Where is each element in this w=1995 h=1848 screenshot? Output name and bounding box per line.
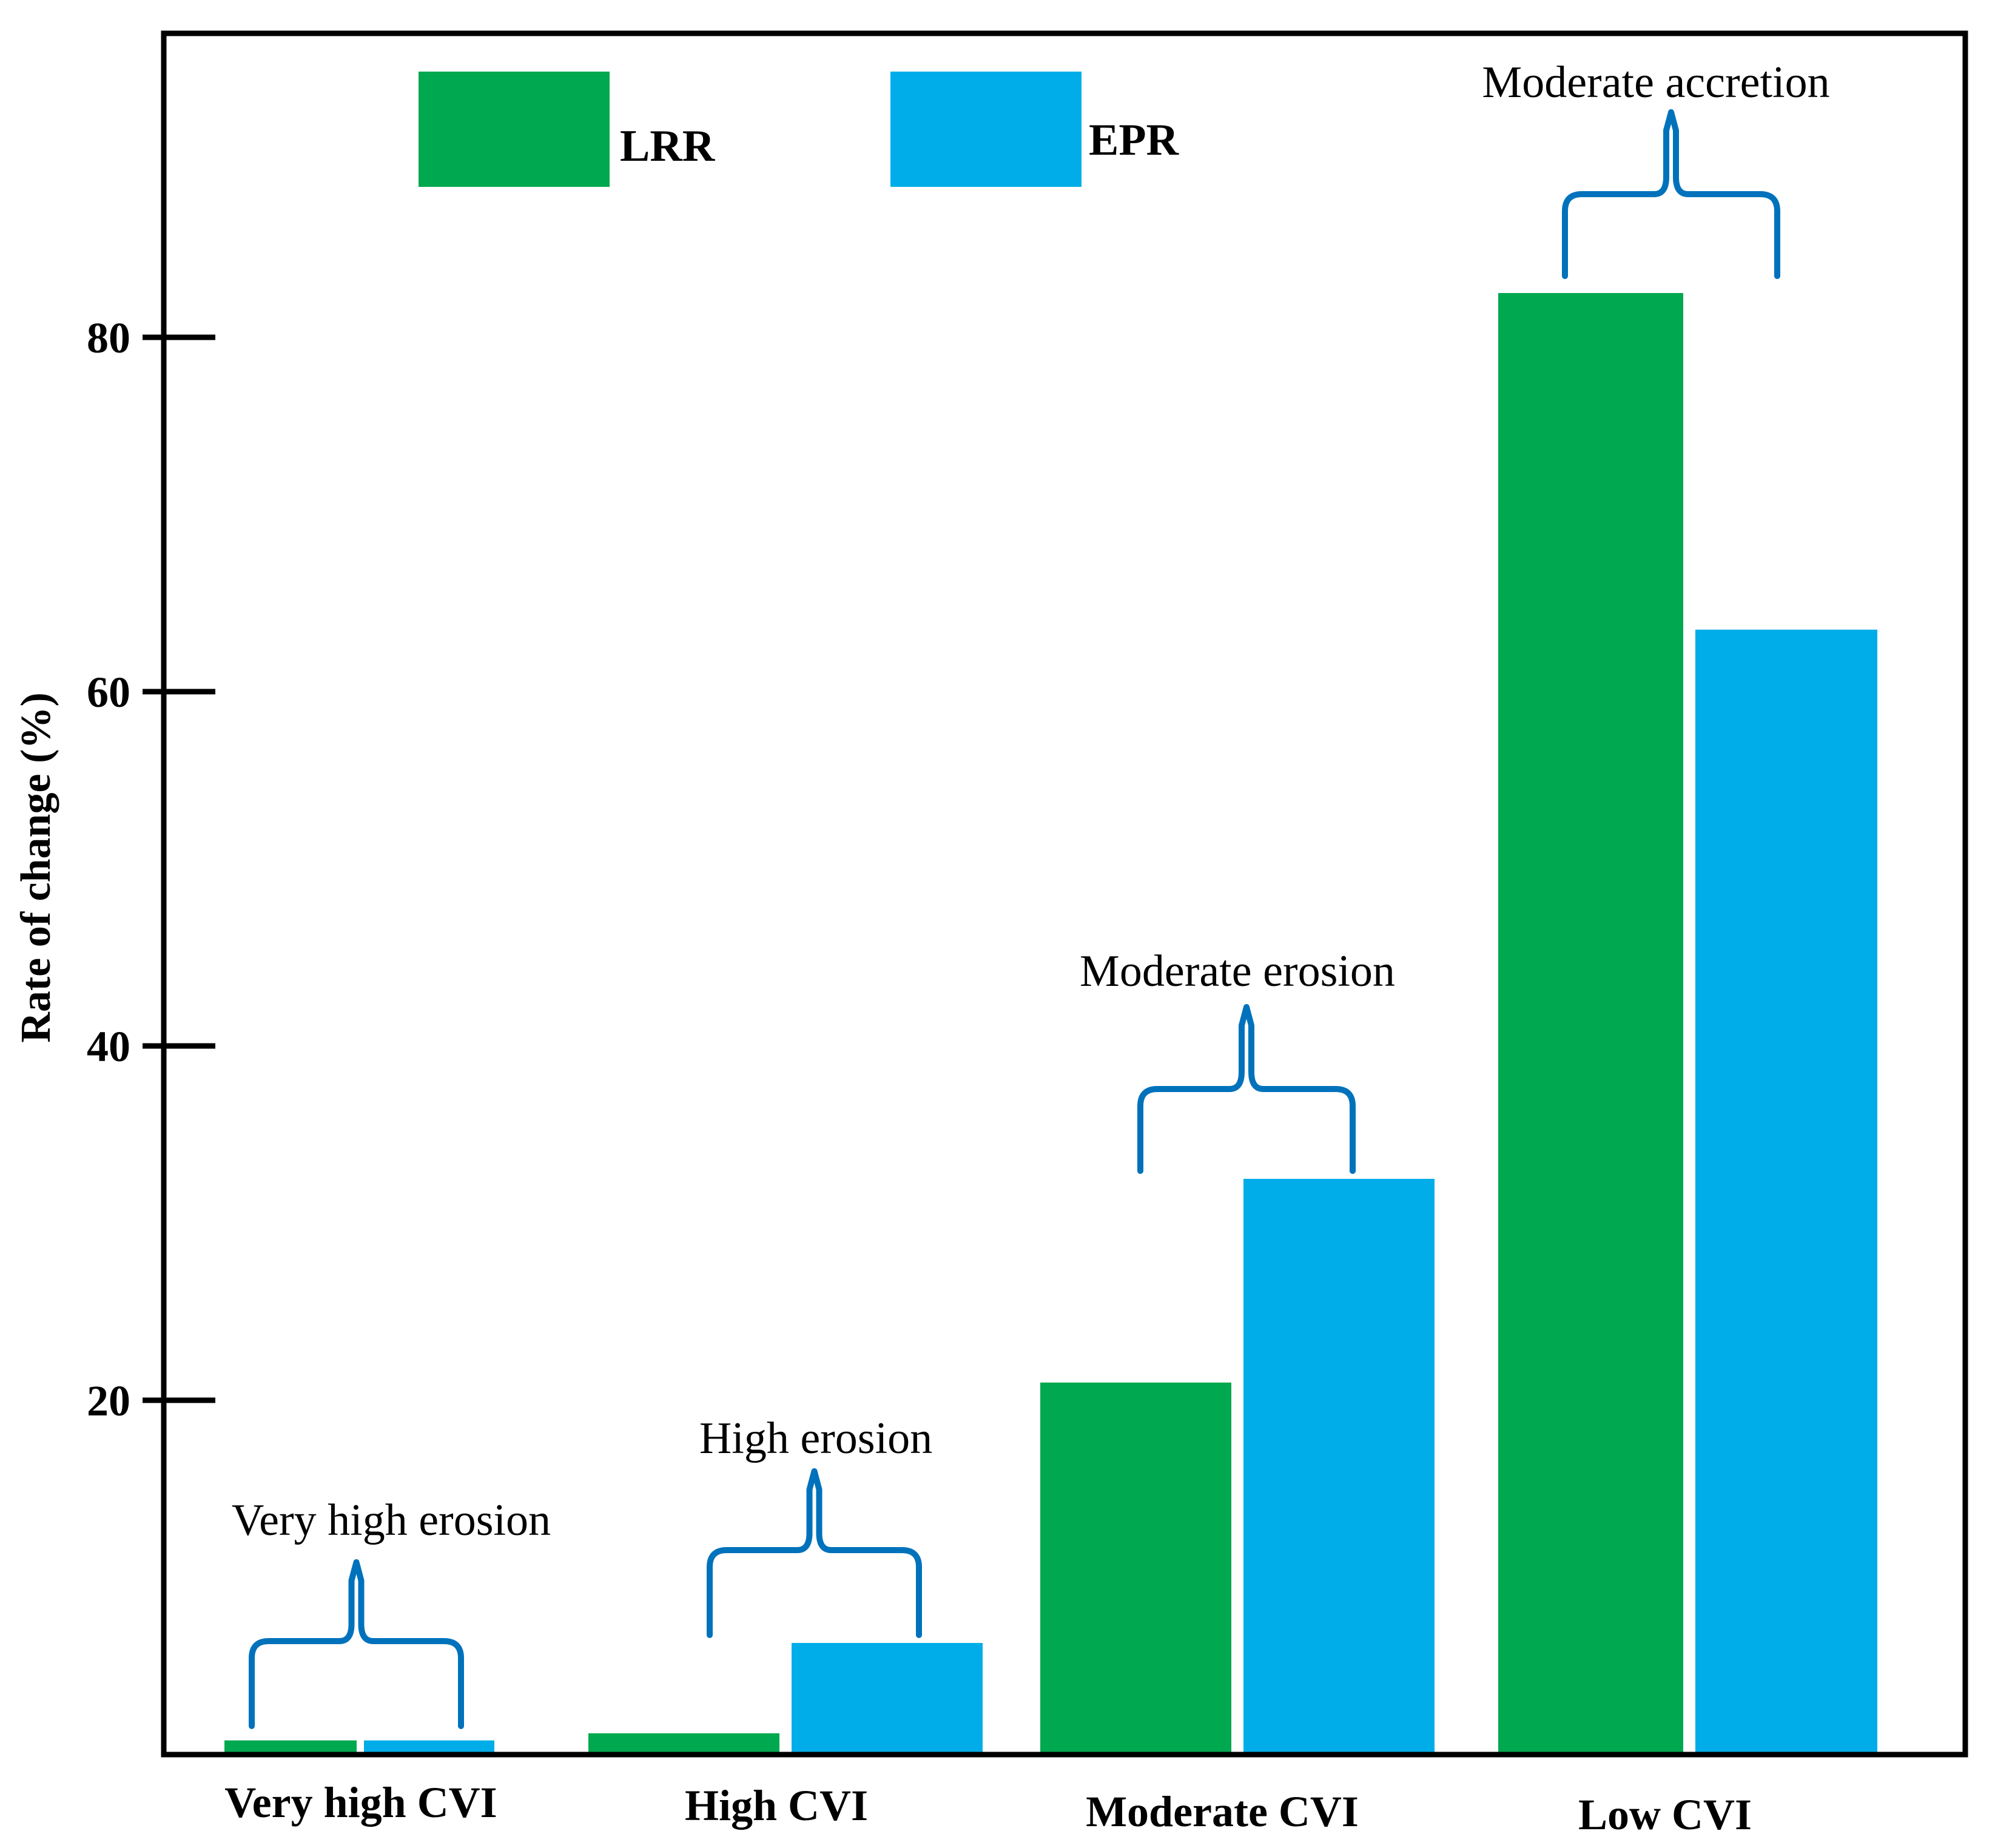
legend-label-lrr: LRR bbox=[620, 121, 716, 171]
brace-very-high-cvi bbox=[249, 1559, 464, 1729]
legend-swatch-lrr bbox=[419, 72, 610, 187]
bar-epr-moderate-cvi bbox=[1243, 1179, 1435, 1755]
legend-swatch-epr bbox=[890, 72, 1082, 187]
annotation-very-high-erosion: Very high erosion bbox=[232, 1496, 551, 1545]
annotation-high-erosion: High erosion bbox=[699, 1414, 932, 1463]
bar-lrr-low-cvi bbox=[1498, 293, 1683, 1755]
annotation-moderate-erosion: Moderate erosion bbox=[1080, 946, 1395, 996]
brace-moderate-cvi bbox=[1137, 1004, 1356, 1174]
y-tick-label: 80 bbox=[87, 314, 130, 362]
plot-frame bbox=[161, 30, 1968, 1758]
x-tick-label-moderate-cvi: Moderate CVI bbox=[1086, 1787, 1359, 1836]
bar-lrr-high-cvi bbox=[588, 1733, 779, 1755]
brace-high-cvi bbox=[707, 1468, 922, 1638]
x-tick-label-very-high-cvi: Very high CVI bbox=[224, 1778, 497, 1827]
y-axis: 20 40 60 80 bbox=[87, 314, 215, 1425]
brace-low-cvi bbox=[1562, 109, 1780, 279]
bar-epr-very-high-cvi bbox=[364, 1740, 494, 1755]
annotation-moderate-accretion: Moderate accretion bbox=[1482, 58, 1829, 107]
y-axis-label: Rate of change (%) bbox=[13, 692, 59, 1042]
bar-epr-high-cvi bbox=[792, 1643, 983, 1755]
y-tick-label: 60 bbox=[87, 668, 130, 717]
legend: LRR EPR bbox=[419, 72, 1180, 187]
x-axis: Very high CVI High CVI Moderate CVI Low CVI bbox=[224, 1778, 1752, 1839]
bar-lrr-moderate-cvi bbox=[1040, 1382, 1231, 1755]
bar-epr-low-cvi bbox=[1695, 629, 1877, 1755]
bars bbox=[224, 293, 1877, 1755]
legend-label-epr: EPR bbox=[1089, 115, 1180, 165]
annotations: Very high erosion High erosion Moderate er… bbox=[232, 58, 1830, 1729]
bar-lrr-very-high-cvi bbox=[224, 1740, 357, 1755]
y-tick-label: 40 bbox=[87, 1022, 130, 1071]
y-tick-label: 20 bbox=[87, 1377, 130, 1425]
x-tick-label-high-cvi: High CVI bbox=[685, 1781, 868, 1830]
x-tick-label-low-cvi: Low CVI bbox=[1578, 1790, 1752, 1839]
